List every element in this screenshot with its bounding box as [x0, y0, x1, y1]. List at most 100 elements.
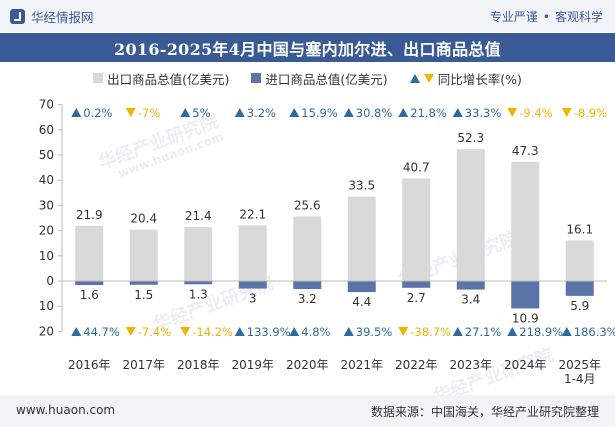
import-value-label: 3: [249, 292, 257, 306]
import-value-label: 5.9: [570, 299, 589, 313]
export-bar: [184, 227, 213, 281]
triangle-up-icon: [71, 108, 82, 117]
triangle-up-icon: [234, 327, 245, 336]
export-yoy-label: 30.8%: [356, 106, 393, 120]
x-tick-label: 2017年: [122, 358, 165, 372]
x-tick-label: 2016年: [68, 358, 111, 372]
y-tick-label: 40: [39, 173, 54, 187]
export-bar: [565, 240, 594, 281]
export-yoy-label: -9.4%: [519, 106, 552, 120]
title-bar: 2016-2025年4月中国与塞内加尔进、出口商品总值: [0, 33, 615, 62]
chart-plot: 20 10 0 10 20 30 40 50 60 70 21.9 1.6 0.2% 44.7% 2016年…: [39, 98, 615, 386]
y-tick-label: 70: [39, 98, 54, 112]
export-value-label: 52.3: [457, 131, 484, 145]
import-value-label: 3.4: [461, 293, 480, 307]
legend-yoy[interactable]: 同比增长率(%): [409, 69, 522, 88]
triangle-up-icon: [507, 327, 518, 336]
import-yoy-label: -14.2%: [192, 325, 233, 339]
legend-import[interactable]: 进口商品总值(亿美元): [251, 69, 388, 88]
x-tick-label: 1-4月: [564, 372, 596, 386]
triangle-down-icon: [125, 327, 136, 336]
x-tick-label: 2018年: [177, 358, 220, 372]
x-tick-label: 2021年: [340, 358, 383, 372]
y-tick-label: 20: [39, 324, 54, 338]
legend-export-swatch: [93, 73, 104, 83]
import-yoy-label: 39.5%: [356, 325, 393, 339]
import-value-label: 4.4: [352, 295, 371, 309]
import-value-label: 1.6: [80, 288, 99, 302]
x-tick-label: 2023年: [449, 358, 492, 372]
triangle-up-icon: [289, 108, 300, 117]
y-tick-label: 60: [39, 123, 54, 137]
slogan-right: 客观科学: [554, 10, 603, 24]
footer-url[interactable]: www.huaon.com: [16, 403, 116, 417]
import-value-label: 3.2: [298, 292, 317, 306]
import-bar: [565, 281, 594, 296]
x-tick-label: 2024年: [504, 358, 547, 372]
import-yoy-label: 4.8%: [301, 325, 330, 339]
import-yoy-label: -7.4%: [138, 325, 171, 339]
triangle-down-icon: [423, 73, 434, 83]
import-bar: [293, 281, 322, 290]
export-bar: [402, 178, 431, 281]
import-bar: [75, 281, 104, 286]
x-tick-label: 2019年: [231, 358, 274, 372]
legend-yoy-label: 同比增长率(%): [437, 71, 522, 87]
triangle-down-icon: [561, 108, 572, 117]
triangle-up-icon: [398, 108, 409, 117]
import-bar: [129, 281, 158, 285]
export-yoy-label: 15.9%: [301, 106, 338, 120]
export-yoy-label: -7%: [138, 106, 160, 120]
y-tick-label: 50: [39, 148, 54, 162]
x-tick-label: 2020年: [286, 358, 329, 372]
export-bar: [511, 161, 540, 281]
triangle-up-icon: [289, 327, 300, 336]
x-tick-label: 2022年: [395, 358, 438, 372]
import-bar: [347, 281, 376, 293]
triangle-down-icon: [180, 327, 191, 336]
import-bar: [402, 281, 431, 288]
legend-import-swatch: [251, 73, 262, 83]
import-value-label: 1.3: [189, 287, 208, 301]
export-yoy-label: 0.2%: [83, 106, 112, 120]
import-yoy-label: 218.9%: [519, 325, 563, 339]
slogan-left: 专业严谨: [489, 10, 538, 24]
legend: 出口商品总值(亿美元) 进口商品总值(亿美元) 同比增长率(%): [0, 68, 615, 88]
legend-export-label: 出口商品总值(亿美元): [107, 71, 230, 87]
export-value-label: 16.1: [566, 222, 593, 236]
brand[interactable]: 华经情报网: [10, 7, 94, 25]
brand-name: 华经情报网: [31, 9, 94, 25]
export-yoy-label: 3.2%: [247, 106, 276, 120]
y-tick-label: 0: [46, 274, 54, 288]
import-bar: [456, 281, 485, 290]
export-value-label: 21.4: [185, 209, 212, 223]
triangle-up-icon: [343, 327, 354, 336]
import-yoy-label: 186.3%: [574, 325, 615, 339]
export-value-label: 25.6: [294, 198, 321, 212]
triangle-down-icon: [125, 108, 136, 117]
triangle-up-icon: [452, 108, 463, 117]
import-yoy-label: 133.9%: [247, 325, 291, 339]
export-value-label: 40.7: [403, 160, 430, 174]
import-value-label: 2.7: [407, 291, 426, 305]
legend-export[interactable]: 出口商品总值(亿美元): [93, 69, 229, 88]
triangle-up-icon: [452, 327, 463, 336]
triangle-up-icon: [561, 327, 572, 336]
export-bar: [347, 196, 376, 281]
export-bar: [129, 229, 158, 281]
export-bar: [238, 225, 267, 281]
triangle-up-icon: [343, 108, 354, 117]
triangle-down-icon: [507, 108, 518, 117]
footer-bar: www.huaon.com 数据来源：中国海关，华经产业研究院整理: [0, 395, 615, 427]
triangle-up-icon: [180, 108, 191, 117]
triangle-up-icon: [71, 327, 82, 336]
y-tick-label: 20: [39, 224, 54, 238]
triangle-up-icon: [409, 73, 420, 83]
brand-logo-icon: [10, 8, 25, 24]
import-value-label: 1.5: [134, 288, 153, 302]
import-yoy-label: -38.7%: [410, 325, 451, 339]
export-value-label: 22.1: [239, 207, 266, 221]
import-bar: [238, 281, 267, 289]
export-bar: [75, 225, 104, 281]
triangle-up-icon: [234, 108, 245, 117]
